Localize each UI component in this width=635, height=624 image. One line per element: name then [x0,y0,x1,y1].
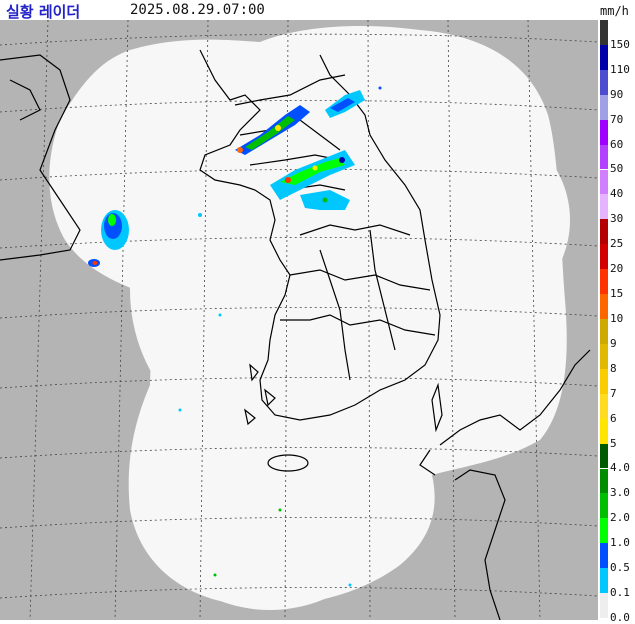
legend-swatch [600,294,608,319]
legend-level: 20 [598,244,635,274]
legend-level: 30 [598,194,635,224]
legend-unit: mm/h [600,4,629,18]
echo-cell [108,214,116,226]
legend-label: 70 [610,112,624,126]
legend-swatch [600,593,608,618]
radar-map[interactable] [0,20,598,620]
echo-core [285,177,291,183]
legend-label: 110 [610,62,630,76]
legend-level: 4.0 [598,443,635,473]
legend-swatch [600,393,608,419]
legend-level: 5 [598,418,635,449]
legend-swatch [600,144,608,170]
precipitation-legend: 150 110 90 70 60 50 40 30 25 20 15 10 9 8 7 6 5 4.0 3.0 2.0… [598,20,635,623]
legend-swatch [600,94,608,120]
legend-label: 1.0 [610,536,630,550]
echo-band [245,116,295,150]
legend-level: 15 [598,269,635,299]
legend-label: 150 [610,37,630,51]
legend-label: 0.1 [610,586,630,600]
legend-swatch [600,244,608,270]
legend-swatch [600,194,608,220]
legend-label: 15 [610,287,624,301]
legend-level: 150 [598,20,635,50]
legend-level: 70 [598,94,635,125]
legend-swatch [600,468,608,494]
echo-speck [278,508,282,512]
title-bar: 실황 레이더 2025.08.29.07:00 [0,0,598,21]
legend-level: 7 [598,368,635,399]
legend-level: 90 [598,69,635,100]
echo-core [312,165,318,171]
legend-swatch [600,119,608,145]
legend-swatch [600,269,608,295]
legend-swatch [600,368,608,394]
echo-speck [198,213,202,217]
legend-level: 2.0 [598,493,635,523]
legend-level: 9 [598,319,635,349]
legend-level: 40 [598,169,635,199]
legend-swatch [600,568,608,594]
legend-level: 1.0 [598,518,635,548]
echo-core [237,147,243,153]
legend-swatch [600,343,608,369]
legend-level: 25 [598,219,635,249]
legend-label: 25 [610,237,624,251]
legend-level: 0.1 [598,568,635,598]
page-title: 실황 레이더 [6,3,81,21]
echo-core [322,197,328,203]
echo-band [280,158,345,185]
legend-level: 6 [598,393,635,424]
legend-label: 30 [610,212,624,226]
legend-label: 0.0 [610,610,630,624]
legend-label: 50 [610,162,624,176]
legend-label: 7 [610,386,617,400]
legend-swatch [600,518,608,544]
legend-swatch [600,44,608,70]
echo-band [330,98,355,112]
legend-level: 10 [598,294,635,324]
legend-label: 60 [610,137,624,151]
legend-level: 110 [598,44,635,75]
legend-label: 2.0 [610,511,630,525]
radar-coverage [49,26,570,610]
legend-level: 8 [598,343,635,374]
echo-speck [218,313,222,317]
legend-label: 40 [610,187,624,201]
legend-swatch [600,219,608,245]
legend-label: 5 [610,436,617,450]
legend-level: 3.0 [598,468,635,498]
echo-speck [378,86,382,90]
legend-label: 3.0 [610,486,630,500]
echo-core [339,157,345,163]
legend-label: 8 [610,361,617,375]
echo-core [275,125,281,131]
legend-level: 50 [598,144,635,174]
legend-swatch [600,69,608,95]
legend-swatch [600,443,608,469]
legend-swatch [600,169,608,195]
legend-level: 0.5 [598,543,635,573]
legend-label: 0.5 [610,561,630,575]
echo-speck [178,408,182,412]
legend-label: 4.0 [610,461,630,475]
legend-label: 9 [610,336,617,350]
legend-label: 90 [610,87,624,101]
legend-swatch [600,493,608,519]
legend-label: 10 [610,311,624,325]
legend-swatch [600,319,608,344]
legend-level: 60 [598,119,635,150]
legend-level: 0.0 [598,593,635,623]
legend-swatch [600,20,608,45]
legend-label: 6 [610,411,617,425]
legend-label: 20 [610,262,624,276]
echo-cell [92,261,98,265]
echo-speck [348,583,352,587]
precipitation-echoes [88,86,382,587]
echo-speck [213,573,217,577]
timestamp: 2025.08.29.07:00 [130,2,265,18]
legend-swatch [600,543,608,569]
legend-swatch [600,418,608,444]
